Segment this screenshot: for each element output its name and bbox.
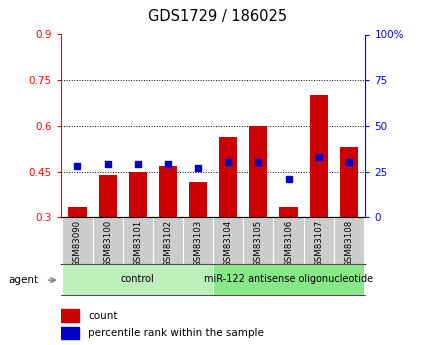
Text: GSM83105: GSM83105	[253, 220, 262, 267]
Bar	[339, 147, 357, 217]
Bar	[61, 327, 79, 339]
Bar	[219, 137, 237, 217]
FancyBboxPatch shape	[273, 217, 303, 264]
Text: GSM83104: GSM83104	[223, 220, 232, 267]
FancyBboxPatch shape	[243, 217, 273, 264]
FancyBboxPatch shape	[122, 217, 152, 264]
Text: GSM83107: GSM83107	[313, 220, 322, 267]
FancyBboxPatch shape	[62, 264, 213, 295]
Text: GSM83103: GSM83103	[193, 220, 202, 267]
Text: GDS1729 / 186025: GDS1729 / 186025	[148, 9, 286, 23]
FancyBboxPatch shape	[213, 217, 243, 264]
Point	[74, 164, 81, 169]
Text: GSM83101: GSM83101	[133, 220, 142, 267]
Point	[345, 160, 352, 165]
FancyBboxPatch shape	[183, 217, 213, 264]
Text: percentile rank within the sample: percentile rank within the sample	[88, 328, 263, 338]
Bar	[189, 182, 207, 217]
FancyBboxPatch shape	[333, 217, 363, 264]
Text: miR-122 antisense oligonucleotide: miR-122 antisense oligonucleotide	[204, 275, 372, 284]
FancyBboxPatch shape	[92, 217, 122, 264]
Text: count: count	[88, 311, 118, 321]
Bar	[99, 175, 116, 217]
Point	[104, 161, 111, 167]
Text: GSM83108: GSM83108	[344, 220, 352, 267]
Bar	[68, 207, 86, 217]
Text: GSM83102: GSM83102	[163, 220, 172, 267]
Bar	[279, 207, 297, 217]
Text: control: control	[121, 275, 155, 284]
Point	[134, 161, 141, 167]
FancyBboxPatch shape	[152, 217, 183, 264]
Point	[254, 160, 261, 165]
FancyBboxPatch shape	[62, 217, 92, 264]
Bar	[309, 96, 327, 217]
Bar	[249, 126, 267, 217]
Point	[164, 161, 171, 167]
Text: GSM83100: GSM83100	[103, 220, 112, 267]
Point	[284, 176, 291, 182]
Text: GSM83106: GSM83106	[283, 220, 293, 267]
Bar	[61, 309, 79, 322]
FancyBboxPatch shape	[213, 264, 363, 295]
Point	[194, 165, 201, 171]
Point	[224, 160, 231, 165]
Point	[315, 154, 322, 160]
FancyBboxPatch shape	[303, 217, 333, 264]
Text: GSM83090: GSM83090	[73, 220, 82, 267]
Bar	[158, 166, 177, 217]
Bar	[128, 171, 147, 217]
Text: agent: agent	[9, 275, 39, 285]
